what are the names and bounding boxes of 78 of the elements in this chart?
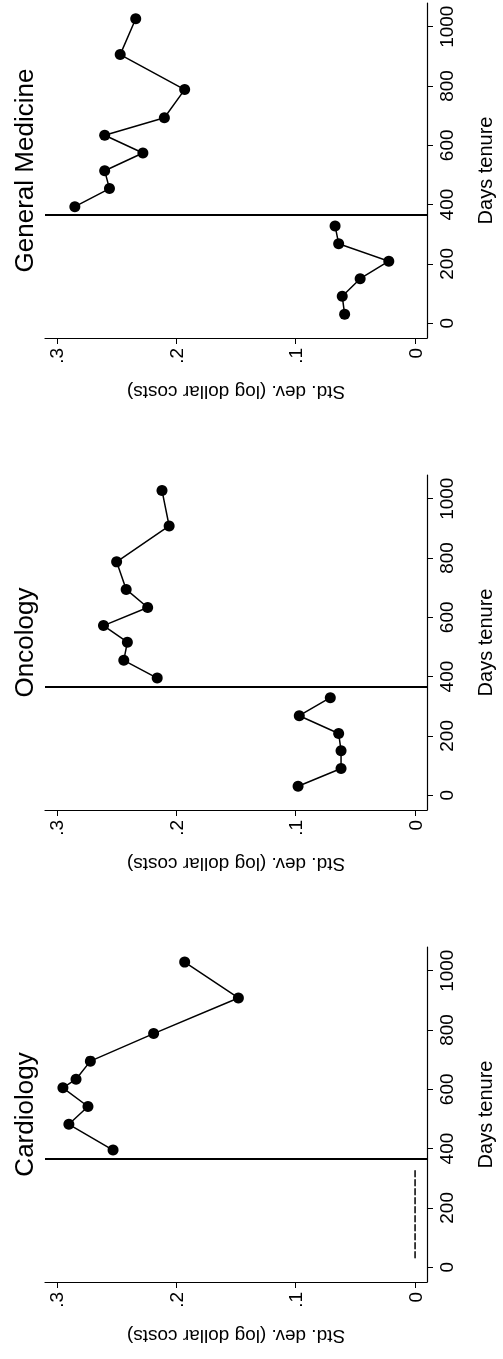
point — [293, 710, 305, 722]
y-tick-label: 400 — [436, 660, 457, 693]
point — [333, 238, 345, 250]
point — [103, 183, 115, 195]
y-tick-label: 400 — [436, 188, 457, 221]
point — [111, 556, 123, 568]
point — [120, 583, 132, 595]
x-tick-label: .2 — [165, 1292, 187, 1308]
y-tick-label: 200 — [436, 720, 457, 752]
point — [179, 956, 191, 968]
x-axis-title: Std. dev. (log dollar costs) — [126, 382, 346, 403]
x-tick-label: .3 — [46, 820, 68, 836]
x-tick-label: .1 — [285, 1292, 307, 1308]
text: Cardiology — [9, 1052, 39, 1177]
point — [292, 780, 304, 792]
y-tick-label: 800 — [436, 70, 457, 102]
x-tick-label: .2 — [165, 820, 187, 836]
point — [158, 112, 170, 124]
point — [324, 692, 336, 704]
y-tick-label: 600 — [436, 129, 457, 162]
point — [142, 602, 154, 614]
point — [118, 654, 130, 666]
point — [383, 255, 395, 267]
point — [329, 220, 341, 232]
point — [130, 13, 142, 25]
y-tick-label: 0 — [436, 789, 457, 801]
y-tick-label: 0 — [436, 317, 457, 329]
point — [98, 620, 109, 632]
x-tick-label: .1 — [285, 348, 307, 364]
y-tick-label: 0 — [436, 1261, 457, 1273]
x-axis-title: Std. dev. (log dollar costs) — [126, 854, 346, 875]
y-axis-title: Days tenure — [474, 588, 496, 697]
point — [99, 165, 111, 177]
y-axis-title: Days tenure — [474, 116, 496, 225]
x-tick-label: 0 — [404, 1292, 426, 1303]
y-tick-label: 800 — [436, 1014, 457, 1046]
y-tick-label: 600 — [436, 601, 457, 634]
x-tick-label: 0 — [404, 348, 426, 359]
point — [99, 129, 111, 141]
point — [156, 484, 168, 496]
x-tick-label: .3 — [46, 348, 68, 364]
point — [69, 201, 81, 213]
point — [137, 147, 149, 159]
point — [354, 273, 366, 285]
point — [163, 520, 175, 532]
y-tick-label: 200 — [436, 1192, 457, 1224]
x-tick-label: 0 — [404, 820, 426, 831]
point — [232, 992, 244, 1004]
point — [148, 1028, 160, 1040]
point — [339, 308, 351, 320]
x-tick-label: .3 — [46, 1292, 68, 1308]
point — [121, 636, 133, 648]
point — [63, 1118, 75, 1130]
y-tick-label: 200 — [436, 248, 457, 280]
x-tick-label: .1 — [285, 820, 307, 836]
x-tick-label: .2 — [165, 348, 187, 364]
point — [84, 1055, 96, 1067]
point — [335, 745, 347, 757]
y-tick-label: 600 — [436, 1073, 457, 1106]
y-axis-title: Days tenure — [474, 1060, 496, 1169]
y-tick-label: 800 — [436, 542, 457, 574]
y-tick-label: 400 — [436, 1132, 457, 1165]
point — [151, 672, 163, 684]
point — [333, 728, 345, 740]
x-axis-title: Std. dev. (log dollar costs) — [126, 1326, 346, 1347]
y-tick-label: 1000 — [436, 5, 457, 48]
point — [107, 1144, 119, 1156]
point — [336, 290, 348, 302]
point — [179, 84, 191, 96]
y-tick-label: 1000 — [436, 949, 457, 992]
text: General Medicine — [9, 68, 39, 273]
point — [57, 1082, 69, 1094]
point — [114, 49, 126, 61]
point — [335, 763, 347, 774]
text: Oncology — [9, 587, 39, 698]
point — [70, 1073, 82, 1085]
point — [82, 1101, 94, 1112]
y-tick-label: 1000 — [436, 477, 457, 520]
